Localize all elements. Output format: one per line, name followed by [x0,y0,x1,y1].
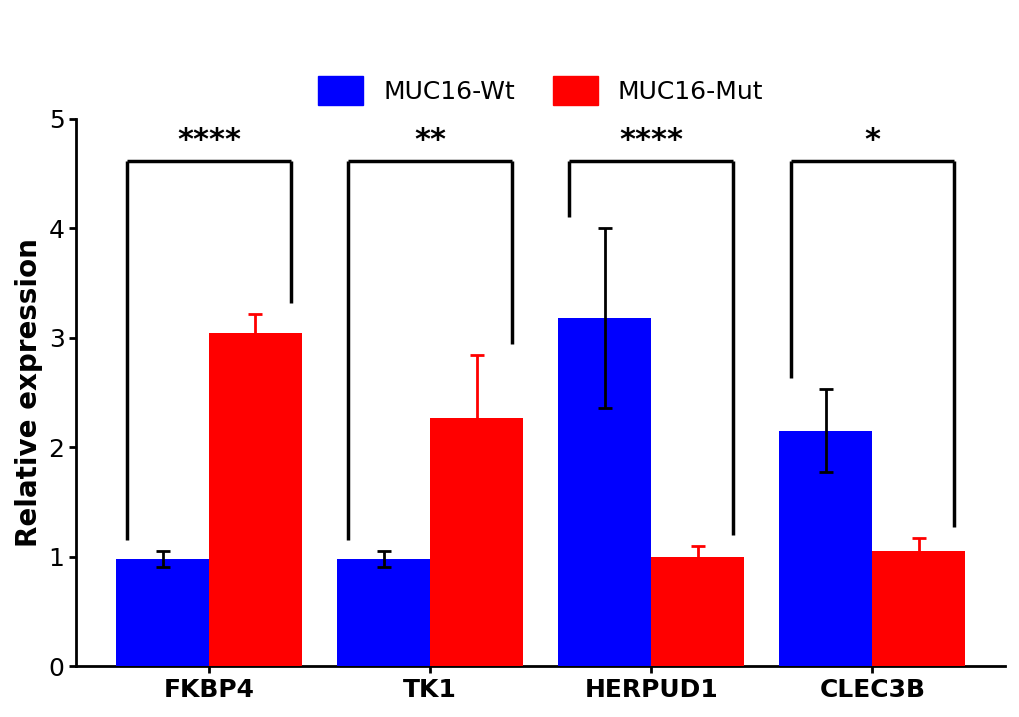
Bar [650,556,744,666]
Legend: MUC16-Wt, MUC16-Mut: MUC16-Wt, MUC16-Mut [308,66,772,115]
Text: ****: **** [177,126,240,155]
Bar [209,333,302,666]
Bar [871,551,964,666]
Y-axis label: Relative expression: Relative expression [15,238,43,547]
Bar [430,418,523,666]
Text: ****: **** [619,126,683,155]
Text: *: * [863,126,879,155]
Bar [116,559,209,666]
Bar [557,318,650,666]
Bar [779,431,871,666]
Bar [337,559,430,666]
Text: **: ** [414,126,445,155]
